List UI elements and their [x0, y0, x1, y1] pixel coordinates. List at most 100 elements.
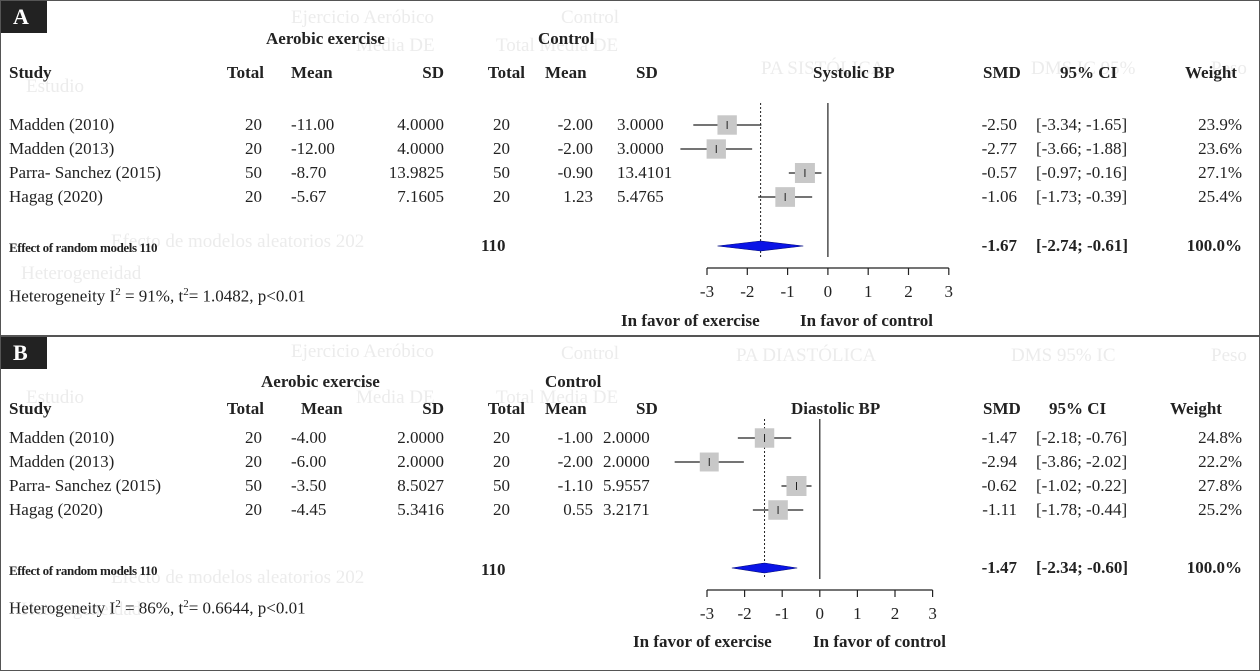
heterogeneity-text: Heterogeneity I2 = 91%, t2= 1.0482, p<0.…	[9, 282, 306, 307]
ctl-total: 50	[493, 476, 510, 495]
summary-diamond	[731, 562, 798, 574]
exp-sd: 4.0000	[397, 115, 444, 134]
column-header-ci: 95% CI	[1049, 399, 1107, 418]
ctl-total: 20	[493, 115, 510, 134]
heterogeneity-sup: 2	[115, 598, 121, 610]
ci-value: [-1.78; -0.44]	[1036, 500, 1128, 519]
x-axis-tick-label: 0	[824, 282, 833, 301]
ghost-text: Efecto de modelos aleatorios 202	[111, 231, 365, 252]
summary-smd-value: -1.67	[981, 236, 1017, 255]
x-axis-tick-label: 2	[891, 604, 900, 623]
ctl-sd: 3.0000	[617, 115, 664, 134]
column-header-exp-mean: Mean	[291, 63, 333, 82]
plot-title: Systolic BP	[813, 63, 895, 82]
ctl-sd: 3.2171	[603, 500, 650, 519]
ghost-text: Estudio	[26, 76, 85, 97]
exp-sd: 13.9825	[388, 163, 444, 182]
ghost-text: Total Media DE	[496, 387, 619, 408]
summary-smd-value: -1.47	[981, 558, 1017, 577]
smd-value: -2.77	[981, 139, 1017, 158]
panel-letter: B	[1, 337, 47, 369]
ctl-sd: 3.0000	[617, 139, 664, 158]
ctl-sd: 2.0000	[603, 452, 650, 471]
forest-panel-b: Ejercicio Aeróbico Control Media DE Tota…	[0, 336, 1260, 671]
control-group-label: Control	[545, 372, 602, 391]
ghost-text: Peso	[1211, 58, 1247, 79]
exp-sd: 8.5027	[397, 476, 444, 495]
summary-exp-total: 110	[139, 240, 158, 255]
smd-value: -0.62	[981, 476, 1017, 495]
weight-value: 25.2%	[1198, 500, 1242, 519]
forest-plot-svg: -3 -2 -1 0 1 2 3	[674, 419, 937, 623]
exp-total: 20	[245, 428, 262, 447]
ctl-sd: 5.4765	[617, 187, 664, 206]
smd-value: -0.57	[981, 163, 1017, 182]
summary-weight-value: 100.0%	[1186, 236, 1242, 255]
heterogeneity-rest: = 1.0482, p<0.01	[188, 286, 306, 306]
ci-value: [-3.86; -2.02]	[1036, 452, 1128, 471]
ctl-sd: 5.9557	[603, 476, 650, 495]
smd-value: -1.11	[982, 500, 1017, 519]
exp-mean: -11.00	[291, 115, 335, 134]
weight-value: 24.8%	[1198, 428, 1242, 447]
exp-total: 20	[245, 115, 262, 134]
ghost-text: Total Media DE	[496, 35, 619, 56]
column-header-study: Study	[9, 63, 52, 82]
ghost-text: DMS 95% IC	[1011, 345, 1116, 366]
column-header-ctl-total: Total	[487, 63, 525, 82]
column-header-ctl-sd: SD	[636, 399, 658, 418]
column-header-exp-sd: SD	[422, 399, 444, 418]
x-axis-tick-label: 1	[864, 282, 873, 301]
summary-ctl-total: 110	[481, 560, 506, 579]
ctl-total: 20	[493, 139, 510, 158]
ctl-total: 20	[493, 452, 510, 471]
exp-mean: -6.00	[291, 452, 327, 471]
ctl-sd: 13.4101	[617, 163, 673, 182]
heterogeneity-mid: = 86%, t	[120, 598, 184, 618]
ghost-text: PA SISTÓLICA	[761, 58, 885, 79]
ci-value: [-1.02; -0.22]	[1036, 476, 1128, 495]
x-axis-tick-label: -3	[700, 604, 714, 623]
exp-total: 20	[245, 452, 262, 471]
ghost-text: Media DE	[356, 35, 435, 56]
column-header-exp-mean: Mean	[301, 399, 343, 418]
column-header-study: Study	[9, 399, 52, 418]
study-name: Madden (2010)	[9, 115, 115, 134]
exp-total: 50	[245, 163, 262, 182]
weight-value: 22.2%	[1198, 452, 1242, 471]
ctl-mean: -0.90	[557, 163, 593, 182]
experimental-group-label: Aerobic exercise	[266, 29, 385, 48]
summary-label: Effect of random models 110	[9, 561, 157, 581]
ctl-total: 50	[493, 163, 510, 182]
weight-value: 25.4%	[1198, 187, 1242, 206]
exp-mean: -5.67	[291, 187, 327, 206]
ctl-mean: 1.23	[563, 187, 593, 206]
heterogeneity-text: Heterogeneity I2 = 86%, t2= 0.6644, p<0.…	[9, 594, 306, 619]
ctl-mean: -2.00	[557, 115, 593, 134]
x-axis-tick-label: -3	[700, 282, 714, 301]
weight-value: 23.6%	[1198, 139, 1242, 158]
ctl-total: 20	[493, 428, 510, 447]
ctl-mean: -1.00	[557, 428, 593, 447]
ctl-mean: -1.10	[557, 476, 593, 495]
summary-label: Effect of random models 110	[9, 238, 157, 258]
heterogeneity-rest: = 0.6644, p<0.01	[188, 598, 306, 618]
ctl-total: 20	[493, 500, 510, 519]
weight-value: 23.9%	[1198, 115, 1242, 134]
exp-mean: -4.00	[291, 428, 327, 447]
ctl-mean: -2.00	[557, 452, 593, 471]
favors-control-label: In favor of control	[813, 632, 947, 651]
x-axis-tick-label: 3	[928, 604, 937, 623]
smd-value: -1.06	[981, 187, 1017, 206]
ghost-text: Efecto de modelos aleatorios 202	[111, 567, 365, 588]
exp-sd: 5.3416	[397, 500, 444, 519]
column-header-exp-total: Total	[226, 399, 264, 418]
heterogeneity-prefix: Heterogeneity I	[9, 286, 116, 306]
ghost-text: Ejercicio Aeróbico	[291, 7, 434, 28]
x-axis-tick-label: -2	[738, 604, 752, 623]
ghost-text: DMS IC 95%	[1031, 58, 1136, 79]
column-header-exp-total: Total	[226, 63, 264, 82]
weight-value: 27.1%	[1198, 163, 1242, 182]
favors-exercise-label: In favor of exercise	[633, 632, 772, 651]
ghost-text: Heterogeneidad	[21, 263, 142, 284]
